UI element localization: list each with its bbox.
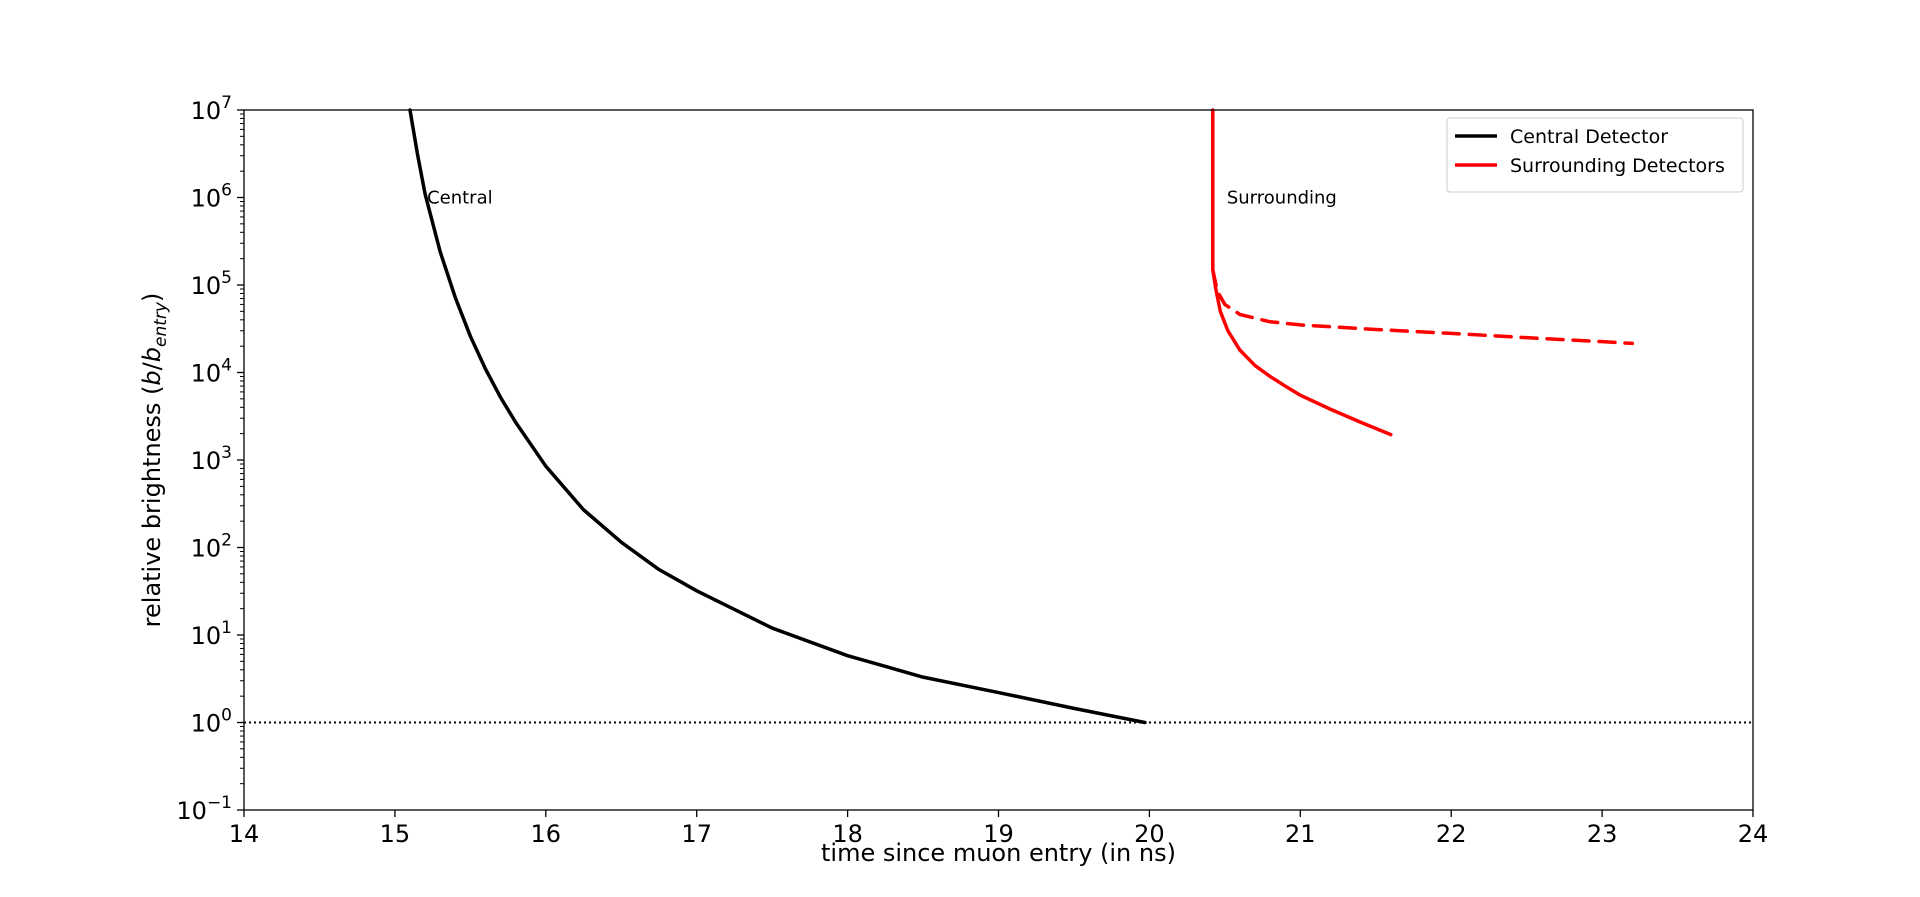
y-tick-label: 107 (191, 93, 232, 125)
series-layer (408, 108, 1635, 725)
series-line-0 (408, 108, 1147, 725)
y-axis-title-var: b (138, 370, 166, 385)
y-tick-label: 102 (191, 531, 232, 563)
x-tick-label: 20 (1134, 820, 1165, 848)
x-tick-label: 23 (1587, 820, 1618, 848)
y-axis: 10−1 100 101 102 103 104 105 106 107 (176, 93, 244, 825)
y-tick-label: 100 (191, 706, 232, 738)
y-tick-label: 104 (191, 356, 232, 388)
legend-label: Central Detector (1510, 126, 1668, 148)
y-axis-title-var2: b (138, 347, 166, 362)
y-axis-title-slash: / (138, 361, 166, 370)
y-axis-title-subscript: entry (151, 301, 171, 347)
x-tick-label: 22 (1436, 820, 1467, 848)
y-tick-label: 10−1 (176, 793, 232, 825)
x-axis: 14 15 16 17 18 19 20 21 22 23 24 (229, 810, 1769, 848)
y-tick-label: 101 (191, 618, 232, 650)
y-tick-label: 105 (191, 268, 232, 300)
y-tick-label: 103 (191, 443, 232, 475)
x-axis-title: time since muon entry (in ns) (821, 839, 1176, 867)
annotations: Central Surrounding (427, 188, 1337, 209)
y-axis-title-prefix: relative brightness ( (138, 386, 166, 628)
x-tick-label: 18 (832, 820, 863, 848)
x-tick-label: 14 (229, 820, 260, 848)
annotation-label: Central (427, 188, 493, 209)
x-tick-label: 16 (531, 820, 562, 848)
x-tick-label: 21 (1285, 820, 1316, 848)
x-tick-label: 19 (983, 820, 1014, 848)
x-tick-label: 17 (681, 820, 712, 848)
y-axis-title: relative brightness (b/bentry) (138, 293, 171, 628)
x-tick-label: 24 (1738, 820, 1769, 848)
legend-box (1446, 117, 1744, 193)
series-line-1 (1211, 108, 1393, 437)
plot-background (244, 110, 1753, 810)
annotation-label: Surrounding (1227, 188, 1337, 209)
legend: Central Detector Surrounding Detectors (1446, 117, 1744, 193)
y-axis-title-suffix: ) (138, 293, 166, 302)
series-line-2 (1211, 267, 1635, 346)
legend-label: Surrounding Detectors (1510, 155, 1725, 177)
x-tick-label: 15 (380, 820, 411, 848)
y-tick-label: 106 (191, 181, 232, 213)
